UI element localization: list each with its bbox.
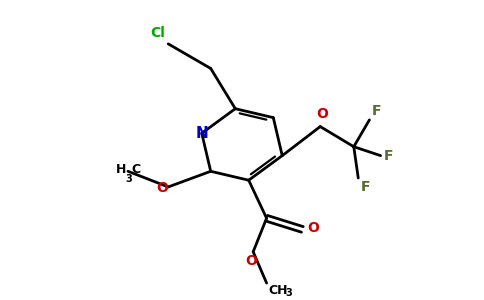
- Text: C: C: [131, 163, 140, 176]
- Text: O: O: [317, 107, 329, 121]
- Text: F: F: [372, 103, 381, 118]
- Text: O: O: [245, 254, 257, 268]
- Text: N: N: [196, 126, 208, 141]
- Text: CH: CH: [269, 284, 288, 297]
- Text: Cl: Cl: [150, 26, 165, 40]
- Text: H: H: [115, 163, 126, 176]
- Text: 3: 3: [286, 287, 292, 298]
- Text: F: F: [361, 180, 370, 194]
- Text: O: O: [156, 181, 168, 195]
- Text: F: F: [384, 148, 393, 163]
- Text: 3: 3: [126, 174, 133, 184]
- Text: O: O: [307, 221, 318, 235]
